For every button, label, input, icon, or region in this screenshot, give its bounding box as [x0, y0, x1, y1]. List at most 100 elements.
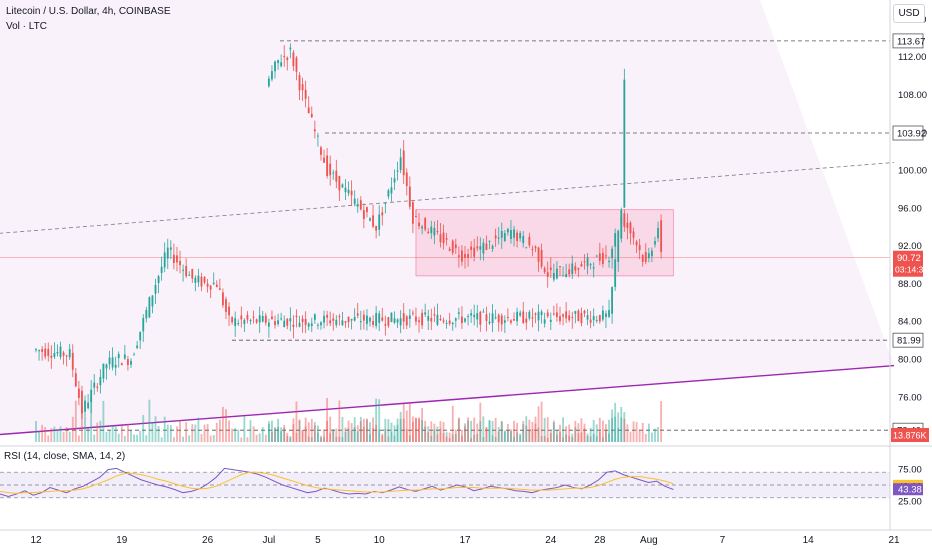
- candle-body: [473, 247, 476, 257]
- candle-body: [378, 313, 381, 323]
- candle-body: [35, 349, 37, 351]
- key-level-label: 113.67: [897, 36, 925, 47]
- candle-body: [595, 255, 598, 257]
- candle-body: [369, 317, 371, 322]
- volume-bar: [457, 418, 460, 442]
- candle-body: [556, 312, 558, 318]
- volume-bar: [280, 427, 283, 442]
- current-price-label: 90.72: [897, 253, 921, 264]
- candle-body: [491, 313, 494, 323]
- candle-body: [295, 57, 298, 72]
- volume-bar: [421, 407, 424, 442]
- candle-body: [519, 312, 522, 316]
- time-tick-label: 7: [720, 535, 726, 546]
- volume-bar: [556, 434, 558, 442]
- volume-bar: [93, 434, 96, 442]
- candle-body: [448, 320, 451, 324]
- volume-bar: [623, 418, 626, 442]
- candle-body: [292, 324, 295, 327]
- volume-bar: [470, 437, 473, 442]
- volume-bar: [332, 429, 335, 442]
- candle-body: [488, 321, 491, 324]
- candle-body: [332, 318, 335, 321]
- volume-bar: [212, 435, 215, 442]
- volume-bar: [494, 437, 497, 442]
- volume-bar: [344, 432, 347, 442]
- candle-body: [356, 313, 359, 316]
- volume-bar: [647, 423, 650, 442]
- candle-body: [261, 315, 264, 322]
- volume-bar: [411, 422, 414, 442]
- volume-bar: [415, 417, 417, 442]
- candle-body: [467, 316, 469, 318]
- candle-body: [169, 247, 172, 250]
- volume-bar: [424, 420, 427, 442]
- candle-body: [583, 310, 586, 314]
- volume-bar: [163, 416, 166, 442]
- volume-bar: [41, 424, 44, 442]
- volume-bar: [372, 417, 374, 442]
- candle-body: [344, 187, 347, 193]
- candle-body: [601, 252, 604, 265]
- candle-body: [500, 231, 503, 238]
- candle-body: [304, 89, 307, 99]
- candle-body: [470, 246, 473, 250]
- volume-bar: [525, 425, 528, 442]
- candle-body: [307, 323, 310, 327]
- candle-body: [433, 314, 436, 316]
- candle-body: [399, 157, 402, 171]
- volume-bar: [160, 437, 163, 442]
- time-tick-label: 10: [374, 535, 386, 546]
- rsi-tick-label: 75.00: [898, 465, 922, 476]
- time-tick-label: 17: [459, 535, 471, 546]
- candle-body: [608, 260, 610, 262]
- volume-bar: [384, 428, 387, 442]
- candle-body: [350, 190, 353, 196]
- candle-body: [283, 55, 286, 57]
- volume-bar: [516, 432, 519, 442]
- volume-bar: [59, 426, 62, 442]
- candle-body: [274, 61, 276, 72]
- volume-bar: [289, 436, 292, 442]
- volume-bar: [316, 425, 319, 442]
- candle-body: [323, 157, 325, 163]
- candle-body: [641, 255, 644, 262]
- candle-body: [99, 376, 102, 386]
- volume-bar: [485, 426, 488, 442]
- volume-bar: [240, 437, 243, 442]
- volume-bar: [638, 429, 641, 442]
- candle-body: [96, 386, 99, 388]
- volume-bar: [451, 434, 454, 442]
- currency-button[interactable]: USD: [893, 4, 925, 23]
- volume-bar: [38, 431, 40, 442]
- volume-bar: [506, 423, 509, 442]
- candle-body: [580, 312, 583, 324]
- candle-body: [203, 277, 206, 283]
- candle-body: [338, 176, 341, 191]
- volume-bar: [479, 421, 482, 442]
- candle-body: [439, 234, 442, 243]
- volume-bar: [580, 432, 583, 442]
- candle-body: [234, 318, 237, 326]
- volume-bar: [405, 410, 408, 442]
- volume-bar: [206, 423, 209, 442]
- candle-body: [415, 216, 417, 218]
- candle-body: [255, 319, 258, 323]
- time-tick-label: 12: [30, 535, 42, 546]
- volume-bar: [605, 424, 607, 442]
- volume-bar: [601, 420, 604, 442]
- candle-body: [74, 373, 77, 387]
- volume-bar: [424, 426, 427, 442]
- candle-body: [310, 113, 313, 118]
- candle-body: [482, 242, 485, 254]
- candle-body: [366, 207, 368, 213]
- price-tick-label: 96.00: [898, 203, 922, 214]
- candle-body: [589, 319, 592, 323]
- candle-body: [381, 212, 384, 216]
- volume-bar: [335, 436, 338, 442]
- volume-bar: [252, 426, 255, 442]
- candle-body: [497, 314, 500, 323]
- volume-bar: [267, 421, 270, 442]
- volume-bar: [350, 423, 353, 442]
- volume-bar: [608, 433, 610, 442]
